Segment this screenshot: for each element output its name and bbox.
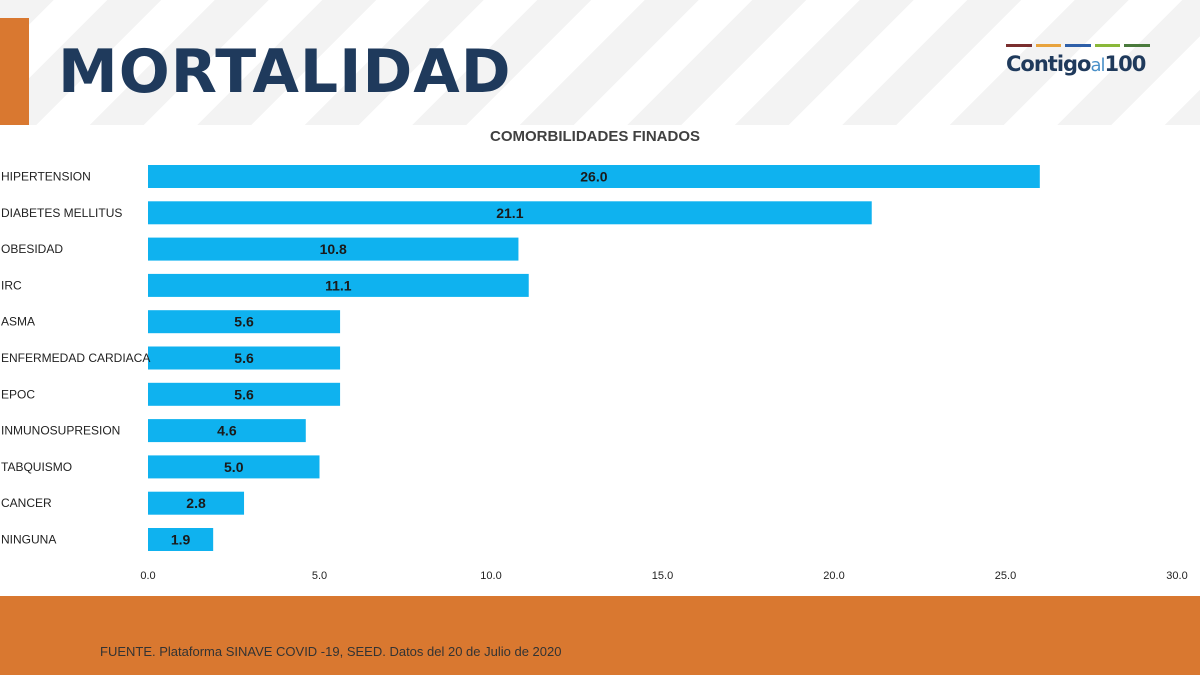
data-label: 4.6 — [217, 423, 237, 439]
source-note: FUENTE. Plataforma SINAVE COVID -19, SEE… — [100, 644, 562, 659]
category-label: CANCER — [1, 496, 52, 510]
category-label: HIPERTENSION — [1, 170, 91, 184]
page-title: MORTALIDAD — [58, 37, 512, 107]
category-label: NINGUNA — [1, 533, 56, 547]
x-tick-label: 20.0 — [823, 570, 844, 582]
logo-text-al: al — [1090, 55, 1106, 76]
bar — [148, 528, 214, 551]
data-label: 2.8 — [186, 495, 206, 511]
data-label: 1.9 — [171, 532, 191, 548]
data-label: 21.1 — [496, 205, 523, 221]
bar — [148, 201, 872, 225]
logo-text-contigo: Contigo — [1006, 52, 1091, 76]
logo-stripes — [1006, 44, 1154, 47]
logo-stripe — [1006, 44, 1032, 47]
logo-stripe — [1035, 44, 1062, 47]
x-tick-label: 15.0 — [652, 570, 673, 582]
data-label: 26.0 — [580, 169, 607, 185]
bar — [148, 491, 245, 515]
footer-band: FUENTE. Plataforma SINAVE COVID -19, SEE… — [0, 596, 1200, 675]
category-label: ENFERMEDAD CARDIACA — [1, 351, 150, 365]
bar — [148, 455, 320, 479]
bar-chart: HIPERTENSION 26.0 DIABETES MELLITUS 21.1 OBE… — [1, 165, 1188, 582]
bar — [148, 382, 341, 406]
category-label: DIABETES MELLITUS — [1, 206, 122, 220]
chart-title: COMORBILIDADES FINADOS — [490, 128, 700, 145]
bar — [148, 237, 519, 261]
data-label: 10.8 — [320, 241, 347, 257]
category-label: IRC — [1, 278, 22, 292]
category-label: OBESIDAD — [1, 242, 63, 256]
logo-stripe — [1094, 44, 1121, 47]
header-band: MORTALIDAD Contigoal100 — [0, 0, 1200, 125]
data-label: 5.0 — [224, 459, 244, 475]
logo-stripe — [1124, 44, 1150, 47]
bar — [148, 273, 529, 297]
x-tick-label: 10.0 — [480, 570, 501, 582]
bar — [148, 346, 341, 370]
data-label: 11.1 — [325, 277, 352, 293]
x-tick-label: 25.0 — [995, 570, 1016, 582]
category-label: EPOC — [1, 387, 35, 401]
x-tick-label: 5.0 — [312, 570, 327, 582]
data-label: 5.6 — [234, 350, 254, 366]
logo-text: Contigoal100 — [1006, 52, 1156, 76]
category-label: TABQUISMO — [1, 460, 72, 474]
x-tick-label: 0.0 — [140, 570, 155, 582]
contigo-al-100-logo: Contigoal100 — [1006, 44, 1156, 84]
data-label: 5.6 — [234, 386, 254, 402]
accent-bar — [0, 18, 29, 125]
bar — [148, 310, 341, 334]
category-label: ASMA — [1, 315, 35, 329]
bar — [148, 165, 1040, 188]
bar — [148, 419, 306, 443]
category-label: INMUNOSUPRESION — [1, 424, 120, 438]
logo-text-100: 100 — [1104, 52, 1147, 76]
logo-stripe — [1065, 44, 1091, 47]
x-tick-label: 30.0 — [1166, 570, 1187, 582]
data-label: 5.6 — [234, 314, 254, 330]
